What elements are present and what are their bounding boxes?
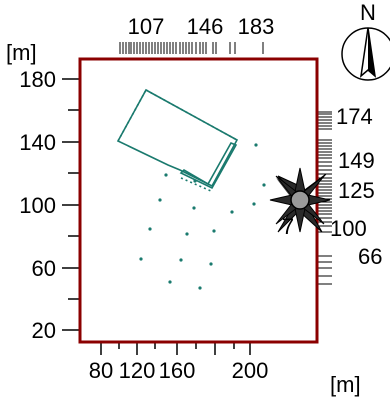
right-tick-label: 174 <box>336 104 373 129</box>
bottom-tick-label: 160 <box>159 358 196 383</box>
north-arrow-icon: N <box>341 0 390 81</box>
receptor-points <box>139 143 266 290</box>
receptor-point <box>168 280 172 284</box>
wind-marker-label: 7 <box>282 214 294 239</box>
receptor-point <box>252 202 256 206</box>
receptor-point <box>230 210 234 214</box>
left-units-label: [m] <box>6 40 37 65</box>
receptor-point <box>185 232 189 236</box>
left-tick-label: 180 <box>19 67 56 92</box>
receptor-point <box>209 262 213 266</box>
left-tick-label: 60 <box>32 256 56 281</box>
receptor-point <box>192 206 196 210</box>
receptor-point <box>254 143 258 147</box>
bottom-tick-label: 120 <box>119 358 156 383</box>
top-tick-label: 107 <box>128 14 165 39</box>
top-tick-label: 183 <box>238 14 275 39</box>
right-tick-label: 66 <box>358 244 382 269</box>
bottom-tick-label: 80 <box>89 358 113 383</box>
right-tick-label: 149 <box>338 148 375 173</box>
wind-marker-icon: 7 <box>269 167 331 239</box>
receptor-point <box>193 179 197 183</box>
bottom-tick-label: 200 <box>232 358 269 383</box>
receptor-point <box>212 229 216 233</box>
receptor-point <box>148 227 152 231</box>
receptor-point <box>198 286 202 290</box>
north-label: N <box>360 0 376 25</box>
left-tick-label: 140 <box>19 130 56 155</box>
top-rug <box>119 42 264 54</box>
right-tick-label: 100 <box>330 216 367 241</box>
receptor-point <box>139 257 143 261</box>
left-tick-label: 100 <box>19 193 56 218</box>
receptor-point <box>158 198 162 202</box>
receptor-point <box>179 258 183 262</box>
building-footprint <box>116 88 239 192</box>
receptor-point <box>164 173 168 177</box>
left-axis <box>62 78 80 331</box>
bottom-units-label: [m] <box>330 372 361 397</box>
right-tick-label: 125 <box>338 178 375 203</box>
receptor-point <box>262 183 266 187</box>
bottom-axis <box>100 343 251 355</box>
top-tick-label: 146 <box>187 14 224 39</box>
left-tick-label: 20 <box>32 318 56 343</box>
